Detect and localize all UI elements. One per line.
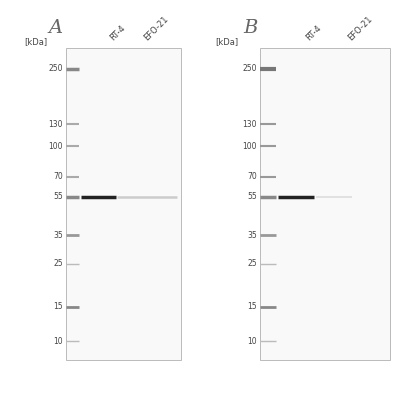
Text: [kDa]: [kDa]	[215, 38, 238, 46]
Text: 25: 25	[53, 259, 63, 268]
Text: B: B	[243, 19, 257, 37]
Text: RT-4: RT-4	[108, 23, 127, 42]
Text: 130: 130	[242, 120, 257, 129]
Text: 35: 35	[247, 231, 257, 240]
Text: 55: 55	[53, 192, 63, 202]
Bar	[66, 48, 181, 360]
Text: 10: 10	[53, 337, 63, 346]
Text: 10: 10	[247, 337, 257, 346]
Text: 35: 35	[53, 231, 63, 240]
Bar	[260, 48, 390, 360]
Text: 70: 70	[53, 172, 63, 181]
Text: 250: 250	[48, 64, 63, 73]
Text: EFO-21: EFO-21	[346, 14, 374, 42]
Text: 100: 100	[48, 142, 63, 151]
Text: 70: 70	[247, 172, 257, 181]
Text: A: A	[49, 19, 63, 37]
Text: 15: 15	[53, 302, 63, 311]
Text: 15: 15	[247, 302, 257, 311]
Text: 250: 250	[242, 64, 257, 73]
Text: 25: 25	[247, 259, 257, 268]
Text: [kDa]: [kDa]	[24, 38, 48, 46]
Text: 100: 100	[242, 142, 257, 151]
Text: EFO-21: EFO-21	[142, 14, 170, 42]
Text: 55: 55	[247, 192, 257, 202]
Text: 130: 130	[48, 120, 63, 129]
Text: RT-4: RT-4	[304, 23, 323, 42]
